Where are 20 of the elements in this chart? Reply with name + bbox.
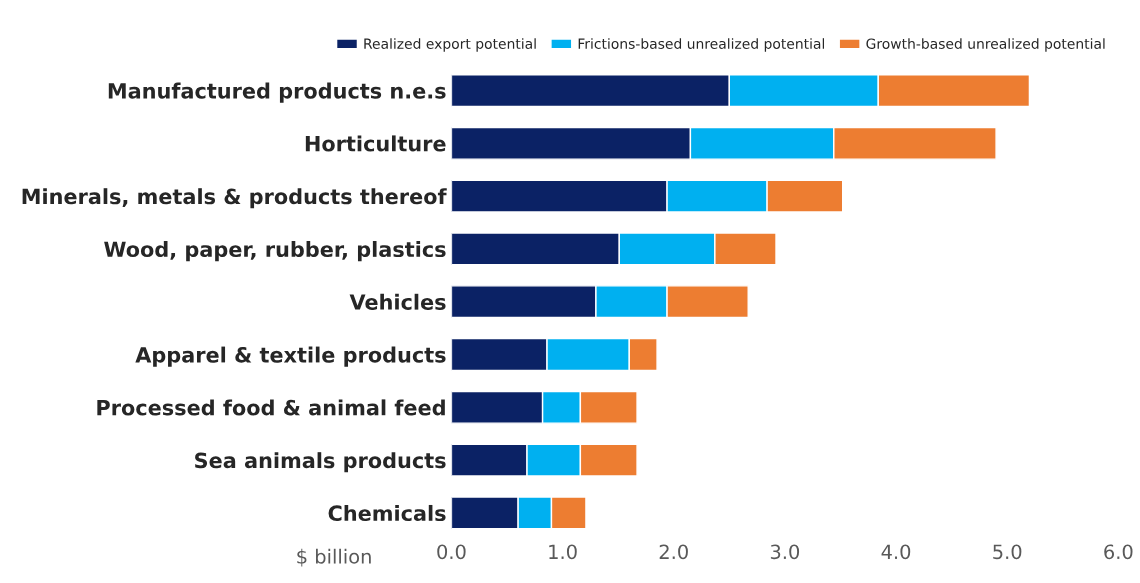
y-tick-label: Manufactured products n.e.s	[108, 82, 446, 103]
y-tick-label: Wood, paper, rubber, plastics	[104, 240, 446, 262]
y-tick-label: Vehicles	[349, 293, 446, 310]
x-tick-label: 1.0	[549, 544, 577, 560]
x-axis-title: $ billion	[297, 548, 371, 567]
y-tick-label: Minerals, metals & products thereof	[22, 188, 447, 209]
x-tick-label: 4.0	[881, 544, 911, 560]
y-tick-label: Chemicals	[328, 504, 446, 522]
x-tick-label: 6.0	[1104, 544, 1133, 560]
x-tick-label: 3.0	[770, 544, 800, 560]
legend-label: Growth-based unrealized potential	[866, 38, 1105, 52]
x-tick-label: 0.0	[437, 544, 466, 560]
y-tick-label: Horticulture	[305, 135, 446, 152]
y-tick-label: Sea animals products	[195, 452, 446, 473]
x-tick-label: 2.0	[659, 544, 688, 560]
x-tick-label: 5.0	[993, 544, 1022, 560]
legend-label: Frictions-based unrealized potential	[578, 38, 825, 52]
y-tick-label: Apparel & textile products	[135, 346, 446, 367]
legend-label: Realized export potential	[364, 38, 536, 52]
y-tick-label: Processed food & animal feed	[97, 399, 445, 416]
